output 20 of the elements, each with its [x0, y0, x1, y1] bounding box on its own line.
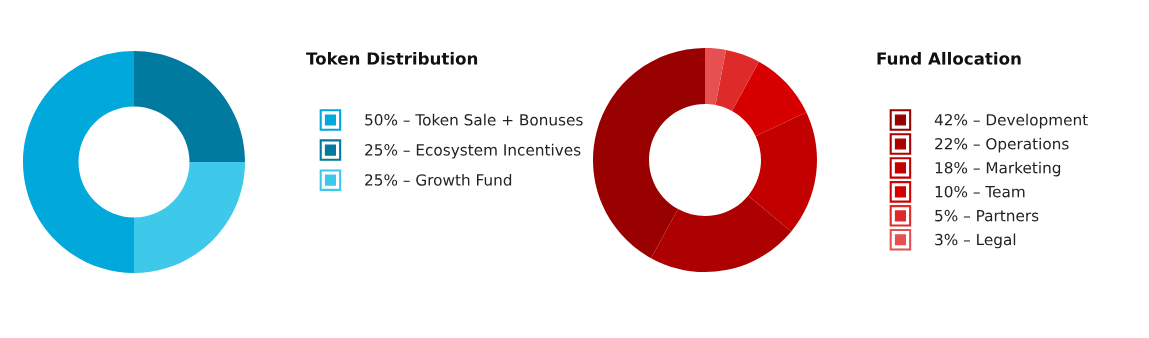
legend-label: 25% – Growth Fund — [365, 173, 512, 186]
legend-label: 22% – Operations — [935, 137, 1069, 153]
legend-label: 50% – Token Sale + Bonuses — [365, 113, 583, 126]
chart-title: Fund Allocation — [877, 51, 1021, 65]
donut-slice — [134, 51, 245, 162]
legend-label: 3% – Legal — [935, 233, 1016, 249]
legend-label: 10% – Team — [935, 185, 1025, 198]
donut-slice — [731, 61, 807, 137]
legend-label: 25% – Ecosystem Incentives — [365, 143, 581, 159]
legend-label: 18% – Marketing — [935, 161, 1061, 177]
legend-label: 42% – Development — [934, 113, 1088, 129]
donut-slice — [715, 49, 759, 111]
donut-slice — [748, 112, 817, 232]
donut-slice — [593, 48, 705, 259]
chart-title: Token Distribution — [306, 51, 478, 65]
legend-label: 5% – Partners — [935, 209, 1039, 222]
donut-slice — [705, 48, 726, 105]
donut-slice — [651, 195, 792, 272]
donut-slice — [134, 162, 245, 273]
donut-slice — [23, 51, 134, 273]
